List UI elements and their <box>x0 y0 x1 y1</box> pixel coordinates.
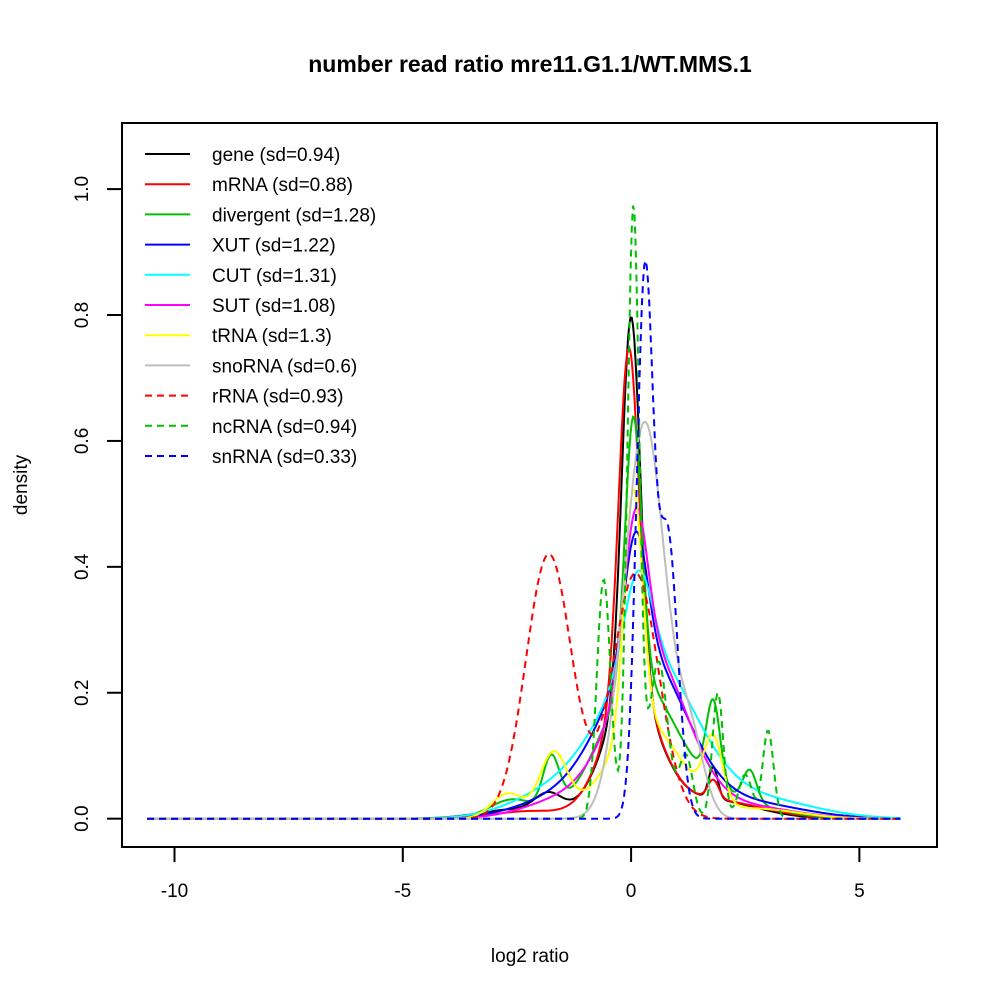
legend-label: snoRNA (sd=0.6) <box>212 356 357 377</box>
legend-item-mRNA: mRNA (sd=0.88) <box>145 175 353 196</box>
legend-label: CUT (sd=1.31) <box>212 266 337 287</box>
x-tick-label: -10 <box>161 881 188 902</box>
y-tick-label: 1.0 <box>72 176 93 202</box>
legend-item-snRNA: snRNA (sd=0.33) <box>145 447 357 468</box>
legend: gene (sd=0.94) mRNA (sd=0.88) divergent (s… <box>145 145 376 468</box>
legend-item-gene: gene (sd=0.94) <box>145 145 340 166</box>
series-line-snoRNA <box>147 420 901 820</box>
y-tick-label: 0.8 <box>72 302 93 328</box>
series-line-tRNA <box>147 488 901 820</box>
legend-item-ncRNA: ncRNA (sd=0.94) <box>145 417 357 438</box>
y-axis-label: density <box>11 454 32 515</box>
x-axis-label: log2 ratio <box>491 946 569 967</box>
y-tick-label: 0.2 <box>72 680 93 706</box>
legend-label: XUT (sd=1.22) <box>212 236 336 257</box>
series-line-CUT <box>147 569 901 820</box>
x-axis: -10 -5 0 5 <box>161 846 865 902</box>
legend-label: SUT (sd=1.08) <box>212 296 336 317</box>
legend-item-CUT: CUT (sd=1.31) <box>145 266 337 287</box>
legend-label: tRNA (sd=1.3) <box>212 326 332 347</box>
legend-label: ncRNA (sd=0.94) <box>212 417 357 438</box>
y-tick-label: 0.0 <box>72 805 93 831</box>
x-tick-label: -5 <box>394 881 411 902</box>
y-tick-label: 0.4 <box>72 553 93 580</box>
legend-item-SUT: SUT (sd=1.08) <box>145 296 336 317</box>
legend-label: mRNA (sd=0.88) <box>212 175 353 196</box>
y-axis: 0.0 0.2 0.4 0.6 0.8 1.0 <box>72 176 122 832</box>
chart-title: number read ratio mre11.G1.1/WT.MMS.1 <box>308 51 752 77</box>
series-line-rRNA <box>147 553 901 820</box>
legend-item-tRNA: tRNA (sd=1.3) <box>145 326 332 347</box>
legend-label: divergent (sd=1.28) <box>212 205 376 226</box>
legend-item-divergent: divergent (sd=1.28) <box>145 205 376 226</box>
legend-label: snRNA (sd=0.33) <box>212 447 357 468</box>
legend-label: gene (sd=0.94) <box>212 145 340 166</box>
legend-item-XUT: XUT (sd=1.22) <box>145 236 336 257</box>
series-line-snRNA <box>147 260 901 820</box>
x-tick-label: 0 <box>626 881 637 902</box>
series-line-divergent <box>147 415 901 820</box>
curves-group <box>147 205 901 820</box>
legend-label: rRNA (sd=0.93) <box>212 387 343 408</box>
legend-item-rRNA: rRNA (sd=0.93) <box>145 387 343 408</box>
plot-frame <box>121 122 938 848</box>
series-line-SUT <box>147 506 901 820</box>
legend-item-snoRNA: snoRNA (sd=0.6) <box>145 356 357 377</box>
x-tick-label: 5 <box>854 881 865 902</box>
y-tick-label: 0.6 <box>72 428 93 454</box>
